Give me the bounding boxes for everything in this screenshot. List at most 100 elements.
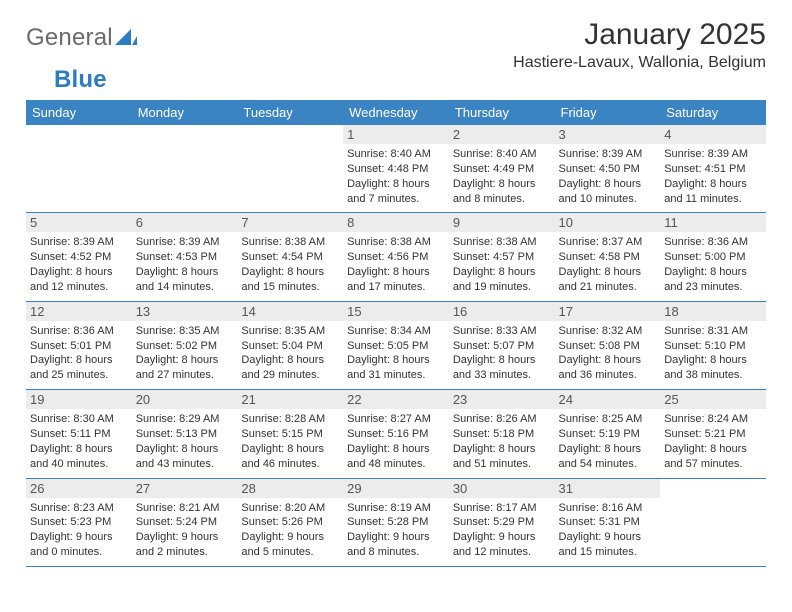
sunset-text: Sunset: 5:01 PM bbox=[30, 339, 128, 354]
sunset-text: Sunset: 4:51 PM bbox=[664, 162, 762, 177]
calendar-cell bbox=[26, 125, 132, 213]
day-header: Saturday bbox=[660, 100, 766, 125]
cell-body: Sunrise: 8:19 AMSunset: 5:28 PMDaylight:… bbox=[347, 501, 445, 560]
cell-body: Sunrise: 8:35 AMSunset: 5:04 PMDaylight:… bbox=[241, 324, 339, 383]
day-number: 26 bbox=[26, 479, 132, 498]
cell-body: Sunrise: 8:24 AMSunset: 5:21 PMDaylight:… bbox=[664, 412, 762, 471]
daylight-line2: and 36 minutes. bbox=[559, 368, 657, 383]
sunrise-text: Sunrise: 8:35 AM bbox=[136, 324, 234, 339]
calendar-cell: 22Sunrise: 8:27 AMSunset: 5:16 PMDayligh… bbox=[343, 390, 449, 478]
sunset-text: Sunset: 5:23 PM bbox=[30, 515, 128, 530]
calendar-cell: 26Sunrise: 8:23 AMSunset: 5:23 PMDayligh… bbox=[26, 478, 132, 566]
day-number: 3 bbox=[555, 125, 661, 144]
daylight-line2: and 8 minutes. bbox=[453, 192, 551, 207]
sunset-text: Sunset: 5:18 PM bbox=[453, 427, 551, 442]
sunset-text: Sunset: 5:00 PM bbox=[664, 250, 762, 265]
sunset-text: Sunset: 5:02 PM bbox=[136, 339, 234, 354]
daylight-line1: Daylight: 8 hours bbox=[453, 442, 551, 457]
daylight-line2: and 21 minutes. bbox=[559, 280, 657, 295]
sunrise-text: Sunrise: 8:39 AM bbox=[30, 235, 128, 250]
day-number: 2 bbox=[449, 125, 555, 144]
calendar-cell: 1Sunrise: 8:40 AMSunset: 4:48 PMDaylight… bbox=[343, 125, 449, 213]
sunrise-text: Sunrise: 8:40 AM bbox=[347, 147, 445, 162]
daylight-line2: and 43 minutes. bbox=[136, 457, 234, 472]
sunset-text: Sunset: 5:15 PM bbox=[241, 427, 339, 442]
daylight-line2: and 8 minutes. bbox=[347, 545, 445, 560]
sunrise-text: Sunrise: 8:33 AM bbox=[453, 324, 551, 339]
cell-body: Sunrise: 8:26 AMSunset: 5:18 PMDaylight:… bbox=[453, 412, 551, 471]
sunrise-text: Sunrise: 8:17 AM bbox=[453, 501, 551, 516]
sunrise-text: Sunrise: 8:34 AM bbox=[347, 324, 445, 339]
daylight-line1: Daylight: 8 hours bbox=[559, 353, 657, 368]
sunset-text: Sunset: 4:52 PM bbox=[30, 250, 128, 265]
day-number: 25 bbox=[660, 390, 766, 409]
sunrise-text: Sunrise: 8:30 AM bbox=[30, 412, 128, 427]
daylight-line2: and 19 minutes. bbox=[453, 280, 551, 295]
calendar-cell: 12Sunrise: 8:36 AMSunset: 5:01 PMDayligh… bbox=[26, 301, 132, 389]
sunset-text: Sunset: 4:56 PM bbox=[347, 250, 445, 265]
sunset-text: Sunset: 5:29 PM bbox=[453, 515, 551, 530]
daylight-line2: and 5 minutes. bbox=[241, 545, 339, 560]
calendar-cell: 4Sunrise: 8:39 AMSunset: 4:51 PMDaylight… bbox=[660, 125, 766, 213]
sunrise-text: Sunrise: 8:39 AM bbox=[664, 147, 762, 162]
sunrise-text: Sunrise: 8:27 AM bbox=[347, 412, 445, 427]
daylight-line1: Daylight: 8 hours bbox=[453, 177, 551, 192]
sunset-text: Sunset: 5:31 PM bbox=[559, 515, 657, 530]
day-number: 1 bbox=[343, 125, 449, 144]
daylight-line2: and 48 minutes. bbox=[347, 457, 445, 472]
day-header-row: Sunday Monday Tuesday Wednesday Thursday… bbox=[26, 100, 766, 125]
calendar-cell: 30Sunrise: 8:17 AMSunset: 5:29 PMDayligh… bbox=[449, 478, 555, 566]
sunset-text: Sunset: 4:57 PM bbox=[453, 250, 551, 265]
day-number: 4 bbox=[660, 125, 766, 144]
daylight-line1: Daylight: 8 hours bbox=[559, 442, 657, 457]
sunrise-text: Sunrise: 8:38 AM bbox=[241, 235, 339, 250]
daylight-line1: Daylight: 8 hours bbox=[136, 442, 234, 457]
daylight-line1: Daylight: 8 hours bbox=[136, 353, 234, 368]
calendar-cell: 18Sunrise: 8:31 AMSunset: 5:10 PMDayligh… bbox=[660, 301, 766, 389]
daylight-line1: Daylight: 8 hours bbox=[241, 265, 339, 280]
day-header: Thursday bbox=[449, 100, 555, 125]
sunset-text: Sunset: 5:19 PM bbox=[559, 427, 657, 442]
day-number: 8 bbox=[343, 213, 449, 232]
day-number: 30 bbox=[449, 479, 555, 498]
day-number: 21 bbox=[237, 390, 343, 409]
sunrise-text: Sunrise: 8:36 AM bbox=[664, 235, 762, 250]
daylight-line1: Daylight: 8 hours bbox=[241, 353, 339, 368]
sunset-text: Sunset: 5:05 PM bbox=[347, 339, 445, 354]
sunset-text: Sunset: 4:50 PM bbox=[559, 162, 657, 177]
cell-body: Sunrise: 8:31 AMSunset: 5:10 PMDaylight:… bbox=[664, 324, 762, 383]
calendar-week-row: 12Sunrise: 8:36 AMSunset: 5:01 PMDayligh… bbox=[26, 301, 766, 389]
calendar-cell: 10Sunrise: 8:37 AMSunset: 4:58 PMDayligh… bbox=[555, 213, 661, 301]
cell-body: Sunrise: 8:16 AMSunset: 5:31 PMDaylight:… bbox=[559, 501, 657, 560]
sunrise-text: Sunrise: 8:37 AM bbox=[559, 235, 657, 250]
sunrise-text: Sunrise: 8:23 AM bbox=[30, 501, 128, 516]
logo-word-blue: Blue bbox=[54, 66, 107, 93]
day-number: 31 bbox=[555, 479, 661, 498]
sunset-text: Sunset: 5:24 PM bbox=[136, 515, 234, 530]
daylight-line1: Daylight: 8 hours bbox=[559, 265, 657, 280]
calendar-cell: 3Sunrise: 8:39 AMSunset: 4:50 PMDaylight… bbox=[555, 125, 661, 213]
calendar-cell: 19Sunrise: 8:30 AMSunset: 5:11 PMDayligh… bbox=[26, 390, 132, 478]
daylight-line2: and 29 minutes. bbox=[241, 368, 339, 383]
bottom-rule bbox=[26, 566, 766, 567]
calendar-week-row: 1Sunrise: 8:40 AMSunset: 4:48 PMDaylight… bbox=[26, 125, 766, 213]
sunrise-text: Sunrise: 8:21 AM bbox=[136, 501, 234, 516]
day-number: 13 bbox=[132, 302, 238, 321]
logo-sail-icon bbox=[115, 24, 137, 52]
daylight-line2: and 31 minutes. bbox=[347, 368, 445, 383]
day-number: 7 bbox=[237, 213, 343, 232]
page-header: GeneralBlue January 2025 Hastiere-Lavaux… bbox=[26, 18, 766, 94]
sunrise-text: Sunrise: 8:16 AM bbox=[559, 501, 657, 516]
calendar-cell: 8Sunrise: 8:38 AMSunset: 4:56 PMDaylight… bbox=[343, 213, 449, 301]
calendar-week-row: 26Sunrise: 8:23 AMSunset: 5:23 PMDayligh… bbox=[26, 478, 766, 566]
daylight-line1: Daylight: 8 hours bbox=[664, 353, 762, 368]
sunrise-text: Sunrise: 8:39 AM bbox=[559, 147, 657, 162]
sunrise-text: Sunrise: 8:32 AM bbox=[559, 324, 657, 339]
sunset-text: Sunset: 5:16 PM bbox=[347, 427, 445, 442]
calendar-cell: 20Sunrise: 8:29 AMSunset: 5:13 PMDayligh… bbox=[132, 390, 238, 478]
day-number: 20 bbox=[132, 390, 238, 409]
sunset-text: Sunset: 5:10 PM bbox=[664, 339, 762, 354]
daylight-line2: and 54 minutes. bbox=[559, 457, 657, 472]
calendar-cell: 24Sunrise: 8:25 AMSunset: 5:19 PMDayligh… bbox=[555, 390, 661, 478]
sunset-text: Sunset: 5:21 PM bbox=[664, 427, 762, 442]
